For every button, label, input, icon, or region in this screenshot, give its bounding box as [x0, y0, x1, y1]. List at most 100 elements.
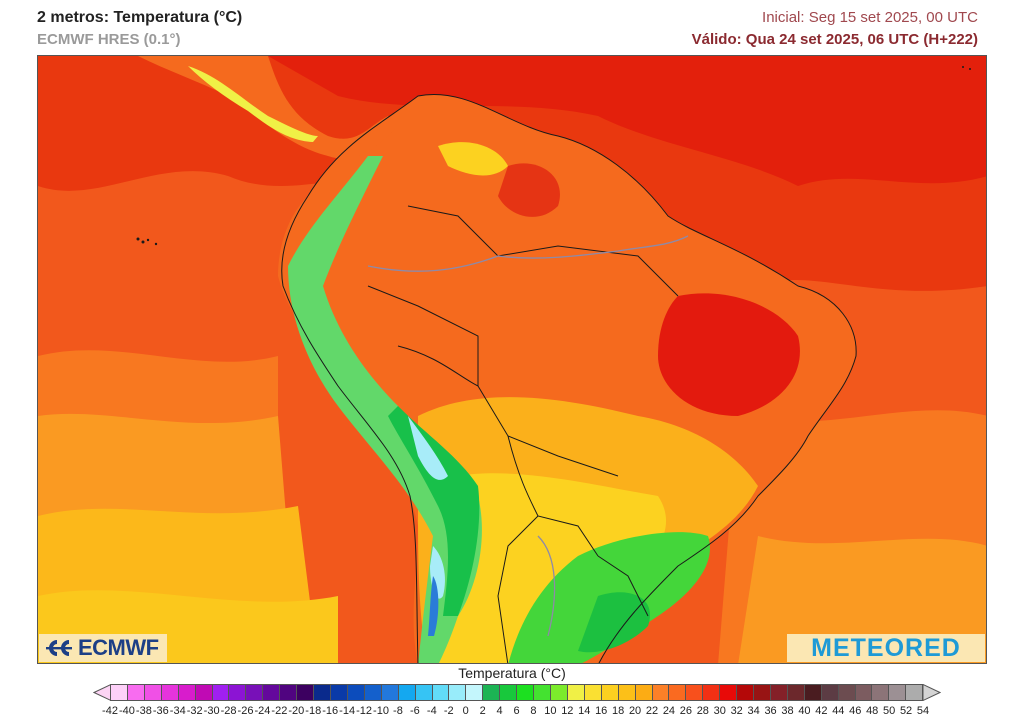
colorbar-cell	[669, 685, 687, 700]
colorbar-tick-label: 6	[513, 705, 520, 717]
colorbar-cell	[111, 685, 128, 700]
initial-time: Inicial: Seg 15 set 2025, 00 UTC	[762, 9, 978, 26]
colorbar-cell	[889, 685, 907, 700]
colorbar-tick-label: 34	[747, 705, 760, 717]
colorbar-cell	[534, 685, 551, 700]
colorbar-tick-label: 18	[612, 705, 625, 717]
colorbar-tick-label: -42	[102, 705, 118, 717]
colorbar-cell	[144, 685, 162, 700]
colorbar-cell	[449, 685, 467, 700]
colorbar-cell	[720, 685, 738, 700]
colorbar-tick-label: -38	[135, 705, 152, 717]
ecmwf-logo-text: ECMWF	[78, 635, 159, 660]
model-subtitle: ECMWF HRES (0.1°)	[37, 31, 181, 48]
colorbar-tick-label: -24	[254, 705, 271, 717]
colorbar-under-arrow-icon	[93, 684, 111, 701]
colorbar-tick-label: 4	[496, 705, 503, 717]
colorbar-cell	[855, 685, 873, 700]
colorbar-cell	[195, 685, 213, 700]
colorbar-cell	[652, 685, 670, 700]
map-raster	[38, 56, 986, 663]
colorbar-cell	[550, 685, 568, 700]
colorbar-tick-label: -8	[393, 705, 403, 717]
colorbar-tick-label: 44	[832, 705, 845, 717]
colorbar-over-arrow-icon	[923, 684, 941, 701]
colorbar-cell	[703, 685, 721, 700]
colorbar-tick-label: 38	[781, 705, 794, 717]
colorbar-tick-label: 26	[679, 705, 692, 717]
colorbar-cell	[364, 685, 382, 700]
colorbar-tick-label: 50	[883, 705, 896, 717]
colorbar-tick-label: -22	[271, 705, 288, 717]
valid-time: Válido: Qua 24 set 2025, 06 UTC (H+222)	[691, 31, 978, 48]
colorbar-cell	[804, 685, 822, 700]
colorbar-cell	[263, 685, 281, 700]
colorbar-cell	[754, 685, 771, 700]
colorbar-title: Temperatura (°C)	[458, 665, 566, 681]
ecmwf-mark-icon	[43, 639, 75, 657]
colorbar-cell	[517, 685, 535, 700]
colorbar-cell	[330, 685, 348, 700]
ecmwf-logo: ECMWF	[39, 634, 167, 662]
colorbar-tick-label: 12	[561, 705, 574, 717]
colorbar-tick-label: 16	[595, 705, 608, 717]
colorbar-tick-label: 8	[530, 705, 537, 717]
colorbar-tick-label: -6	[409, 705, 420, 717]
colorbar-cell	[246, 685, 264, 700]
colorbar-cell	[686, 685, 704, 700]
colorbar-tick-label: 10	[544, 705, 557, 717]
colorbar-tick-label: 30	[713, 705, 726, 717]
colorbar-tick-label: 20	[628, 705, 642, 717]
temperature-map[interactable]: ECMWF METEORED	[37, 55, 987, 664]
colorbar-cell	[178, 685, 196, 700]
colorbar-tick-label: 22	[645, 705, 659, 717]
colorbar-cell	[601, 685, 619, 700]
colorbar-tick-label: -28	[220, 705, 237, 717]
colorbar-tick-label: -10	[373, 705, 389, 717]
colorbar-tick-label: -2	[443, 705, 454, 717]
colorbar-cell	[500, 685, 518, 700]
colorbar-tick-label: -18	[305, 705, 322, 717]
colorbar-tick-label: -12	[356, 705, 373, 717]
colorbar-tick-label: -36	[152, 705, 169, 717]
colorbar-tick-label: 36	[764, 705, 777, 717]
colorbar-tick-label: 46	[849, 705, 862, 717]
colorbar-cell	[212, 685, 230, 700]
colorbar-tick-label: 32	[730, 705, 743, 717]
colorbar-cell	[314, 685, 331, 700]
colorbar-tick-label: -14	[339, 705, 356, 717]
colorbar-cell	[398, 685, 416, 700]
colorbar-tick-label: -34	[169, 705, 186, 717]
colorbar-tick-label: -32	[186, 705, 203, 717]
colorbar-tick-label: -16	[322, 705, 339, 717]
colorbar-cell	[770, 685, 788, 700]
colorbar-cell	[381, 685, 399, 700]
chart-title: 2 metros: Temperatura (°C)	[37, 9, 243, 26]
colorbar-tick-label: 48	[866, 705, 879, 717]
colorbar-tick-label: 0	[462, 705, 469, 717]
colorbar-cell	[567, 685, 585, 700]
colorbar-tick-label: -26	[237, 705, 254, 717]
colorbar-cell	[432, 685, 450, 700]
colorbar-cell	[280, 685, 298, 700]
colorbar-tick-label: 2	[479, 705, 486, 717]
colorbar-tick-label: 14	[578, 705, 591, 717]
colorbar-tick-label: 54	[916, 705, 930, 717]
colorbar-tick-label: -30	[203, 705, 220, 717]
colorbar-tick-label: -20	[288, 705, 305, 717]
colorbar-cell	[872, 685, 890, 700]
colorbar-tick-label: -4	[426, 705, 437, 717]
colorbar-cell	[906, 685, 923, 700]
meteored-logo: METEORED	[787, 634, 985, 662]
colorbar-tick-label: 28	[696, 705, 709, 717]
colorbar-tick-label: 52	[899, 705, 913, 717]
colorbar-cell	[127, 685, 145, 700]
colorbar-cell	[161, 685, 179, 700]
colorbar-cell	[483, 685, 501, 700]
colorbar-cells	[110, 684, 923, 701]
colorbar-cell	[297, 685, 315, 700]
colorbar	[93, 684, 941, 701]
colorbar-cell	[737, 685, 755, 700]
colorbar-cell	[838, 685, 856, 700]
colorbar-cell	[584, 685, 602, 700]
